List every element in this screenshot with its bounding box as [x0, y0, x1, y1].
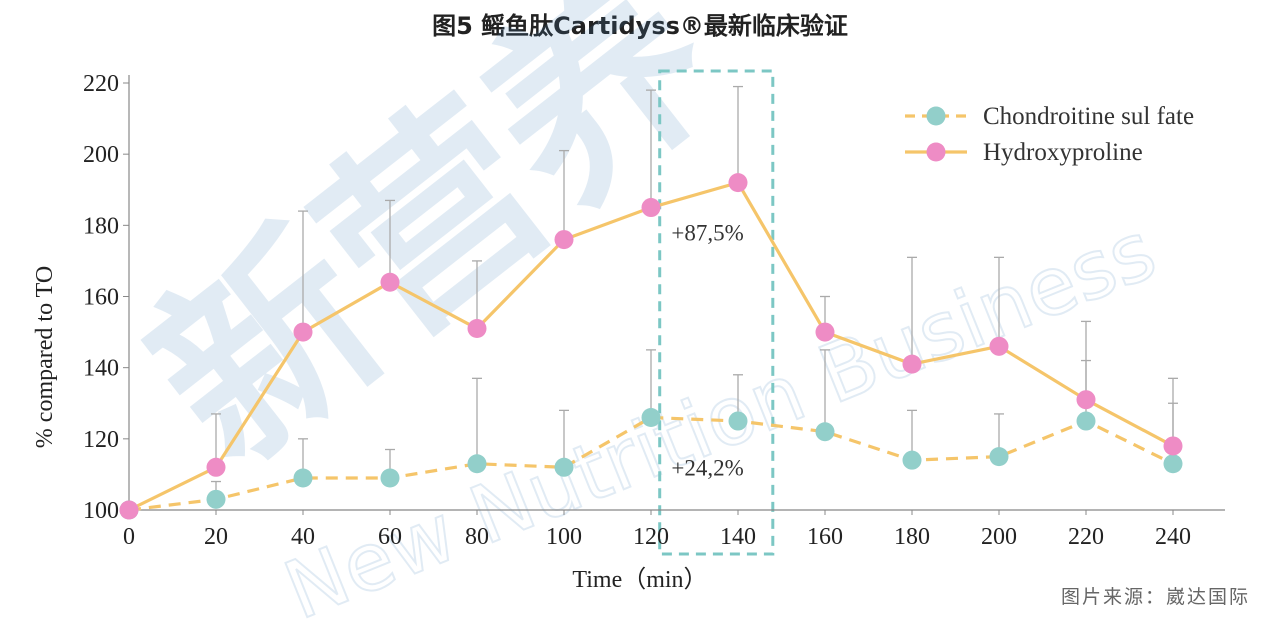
data-point-hydroxyproline: [728, 173, 748, 193]
chart-title: 图5 鳐鱼肽Cartidyss®最新临床验证: [432, 12, 848, 40]
data-point-hydroxyproline: [641, 198, 661, 218]
data-point-hydroxyproline: [119, 500, 139, 520]
data-point-hydroxyproline: [206, 457, 226, 477]
data-point-hydroxyproline: [1076, 390, 1096, 410]
y-tick-label: 140: [83, 356, 119, 382]
data-point-hydroxyproline: [467, 319, 487, 339]
data-point-hydroxyproline: [902, 354, 922, 374]
data-point-hydroxyproline: [380, 272, 400, 292]
x-tick-label: 160: [807, 524, 843, 550]
annotation-label: +24,2%: [671, 455, 743, 480]
image-source: 图片来源：崴达国际: [1060, 586, 1250, 608]
x-tick-label: 100: [546, 524, 582, 550]
x-tick-label: 140: [720, 524, 756, 550]
data-point-chondroitine: [1076, 411, 1096, 431]
legend-label: Hydroxyproline: [983, 139, 1143, 166]
data-point-hydroxyproline: [815, 322, 835, 342]
y-tick-label: 200: [83, 142, 119, 168]
legend-swatch-marker: [926, 106, 946, 126]
x-tick-label: 180: [894, 524, 930, 550]
data-point-chondroitine: [815, 422, 835, 442]
data-point-chondroitine: [206, 489, 226, 509]
highlight-box: [658, 69, 775, 556]
y-tick-label: 120: [83, 427, 119, 453]
data-point-chondroitine: [554, 457, 574, 477]
y-tick-label: 220: [83, 71, 119, 97]
y-tick-label: 160: [83, 285, 119, 311]
x-tick-label: 60: [378, 524, 402, 550]
data-point-chondroitine: [293, 468, 313, 488]
data-point-chondroitine: [467, 454, 487, 474]
data-point-hydroxyproline: [989, 336, 1009, 356]
x-tick-label: 80: [465, 524, 489, 550]
data-point-chondroitine: [1163, 454, 1183, 474]
x-tick-label: 220: [1068, 524, 1104, 550]
x-tick-label: 240: [1155, 524, 1191, 550]
data-point-chondroitine: [641, 407, 661, 427]
legend-swatch-marker: [926, 142, 946, 162]
data-point-hydroxyproline: [1163, 436, 1183, 456]
data-point-chondroitine: [728, 411, 748, 431]
x-tick-label: 200: [981, 524, 1017, 550]
y-tick-label: 180: [83, 213, 119, 239]
data-point-chondroitine: [380, 468, 400, 488]
y-axis-title: % compared to TO: [32, 266, 58, 448]
data-point-chondroitine: [902, 450, 922, 470]
y-tick-label: 100: [83, 498, 119, 524]
annotation-label: +87,5%: [671, 220, 743, 245]
data-point-hydroxyproline: [554, 230, 574, 250]
x-tick-label: 120: [633, 524, 669, 550]
x-tick-label: 20: [204, 524, 228, 550]
x-axis-title: Time（min）: [572, 567, 707, 593]
data-point-chondroitine: [989, 447, 1009, 467]
x-tick-label: 40: [291, 524, 315, 550]
x-tick-label: 0: [123, 524, 135, 550]
data-point-hydroxyproline: [293, 322, 313, 342]
legend-label: Chondroitine sul fate: [983, 103, 1194, 130]
